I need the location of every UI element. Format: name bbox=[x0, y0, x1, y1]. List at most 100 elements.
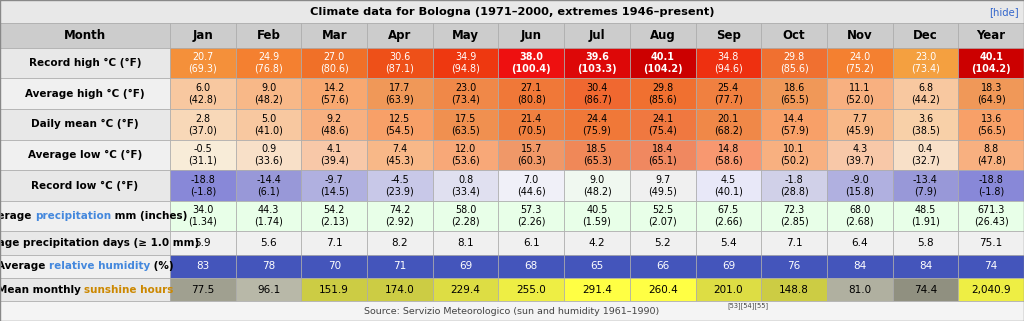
Text: sunshine hours: sunshine hours bbox=[84, 285, 173, 295]
Text: [hide]: [hide] bbox=[989, 7, 1019, 17]
Bar bbox=[564, 48, 630, 78]
Text: Aug: Aug bbox=[650, 29, 676, 42]
Text: Jan: Jan bbox=[193, 29, 213, 42]
Bar bbox=[499, 23, 564, 48]
Text: 29.8
(85.6): 29.8 (85.6) bbox=[779, 52, 809, 74]
Text: 84: 84 bbox=[853, 261, 866, 271]
Bar bbox=[301, 201, 367, 231]
Bar bbox=[695, 255, 761, 278]
Text: 24.0
(75.2): 24.0 (75.2) bbox=[846, 52, 874, 74]
Bar bbox=[170, 48, 236, 78]
Bar bbox=[695, 170, 761, 201]
Bar bbox=[367, 201, 433, 231]
Bar bbox=[958, 231, 1024, 255]
Text: 174.0: 174.0 bbox=[385, 285, 415, 295]
Text: 255.0: 255.0 bbox=[516, 285, 546, 295]
Text: Mar: Mar bbox=[322, 29, 347, 42]
Text: 5.6: 5.6 bbox=[260, 238, 276, 248]
Bar bbox=[893, 109, 958, 140]
Bar bbox=[827, 140, 893, 170]
Bar bbox=[499, 48, 564, 78]
Text: 5.4: 5.4 bbox=[720, 238, 736, 248]
Bar bbox=[367, 278, 433, 301]
Text: -9.0
(15.8): -9.0 (15.8) bbox=[846, 175, 874, 196]
Text: mm (inches): mm (inches) bbox=[111, 211, 187, 221]
Bar bbox=[236, 109, 301, 140]
Bar bbox=[761, 201, 827, 231]
Text: 74: 74 bbox=[984, 261, 997, 271]
Text: 40.5
(1.59): 40.5 (1.59) bbox=[583, 205, 611, 227]
Bar bbox=[827, 278, 893, 301]
Bar bbox=[301, 23, 367, 48]
Bar bbox=[367, 170, 433, 201]
Bar bbox=[170, 170, 236, 201]
Text: 83: 83 bbox=[197, 261, 210, 271]
Bar bbox=[433, 140, 499, 170]
Bar bbox=[893, 140, 958, 170]
Text: 0.8
(33.4): 0.8 (33.4) bbox=[452, 175, 480, 196]
Bar bbox=[0, 48, 170, 78]
Text: 34.0
(1.34): 34.0 (1.34) bbox=[188, 205, 217, 227]
Bar bbox=[367, 140, 433, 170]
Text: Sep: Sep bbox=[716, 29, 740, 42]
Bar bbox=[236, 48, 301, 78]
Bar bbox=[564, 109, 630, 140]
Bar bbox=[301, 255, 367, 278]
Bar bbox=[827, 255, 893, 278]
Bar bbox=[893, 278, 958, 301]
Bar bbox=[0, 201, 170, 231]
Bar bbox=[170, 278, 236, 301]
Text: 151.9: 151.9 bbox=[319, 285, 349, 295]
Text: 74.4: 74.4 bbox=[913, 285, 937, 295]
Bar bbox=[958, 255, 1024, 278]
Text: 38.0
(100.4): 38.0 (100.4) bbox=[512, 52, 551, 74]
Text: 78: 78 bbox=[262, 261, 275, 271]
Text: 8.8
(47.8): 8.8 (47.8) bbox=[977, 144, 1006, 166]
Text: 20.1
(68.2): 20.1 (68.2) bbox=[714, 114, 742, 135]
Bar bbox=[761, 48, 827, 78]
Bar bbox=[695, 140, 761, 170]
Bar bbox=[695, 109, 761, 140]
Bar bbox=[499, 109, 564, 140]
Bar bbox=[893, 48, 958, 78]
Text: 39.6
(103.3): 39.6 (103.3) bbox=[578, 52, 616, 74]
Text: 12.5
(54.5): 12.5 (54.5) bbox=[385, 114, 415, 135]
Bar bbox=[630, 48, 695, 78]
Text: 14.8
(58.6): 14.8 (58.6) bbox=[714, 144, 742, 166]
Bar bbox=[761, 278, 827, 301]
Text: Average low °C (°F): Average low °C (°F) bbox=[28, 150, 142, 160]
Text: 6.0
(42.8): 6.0 (42.8) bbox=[188, 83, 217, 105]
Bar bbox=[236, 78, 301, 109]
Bar bbox=[170, 140, 236, 170]
Text: 671.3
(26.43): 671.3 (26.43) bbox=[974, 205, 1009, 227]
Text: 27.1
(80.8): 27.1 (80.8) bbox=[517, 83, 546, 105]
Text: 5.9: 5.9 bbox=[195, 238, 211, 248]
Bar bbox=[236, 23, 301, 48]
Text: -0.5
(31.1): -0.5 (31.1) bbox=[188, 144, 217, 166]
Bar bbox=[827, 201, 893, 231]
Text: 24.1
(75.4): 24.1 (75.4) bbox=[648, 114, 677, 135]
Bar bbox=[170, 201, 236, 231]
Text: 70: 70 bbox=[328, 261, 341, 271]
Text: 229.4: 229.4 bbox=[451, 285, 480, 295]
Bar bbox=[301, 78, 367, 109]
Text: 9.7
(49.5): 9.7 (49.5) bbox=[648, 175, 677, 196]
Text: Average precipitation days (≥ 1.0 mm): Average precipitation days (≥ 1.0 mm) bbox=[0, 238, 199, 248]
Text: 9.0
(48.2): 9.0 (48.2) bbox=[254, 83, 283, 105]
Text: 77.5: 77.5 bbox=[191, 285, 214, 295]
Text: -1.8
(28.8): -1.8 (28.8) bbox=[779, 175, 809, 196]
Text: 23.0
(73.4): 23.0 (73.4) bbox=[452, 83, 480, 105]
Text: 84: 84 bbox=[919, 261, 932, 271]
Bar bbox=[893, 78, 958, 109]
Text: 6.8
(44.2): 6.8 (44.2) bbox=[911, 83, 940, 105]
Bar bbox=[433, 78, 499, 109]
Text: -18.8
(-1.8): -18.8 (-1.8) bbox=[978, 175, 1005, 196]
Text: 6.4: 6.4 bbox=[852, 238, 868, 248]
Bar bbox=[761, 140, 827, 170]
Bar bbox=[433, 201, 499, 231]
Text: 72.3
(2.85): 72.3 (2.85) bbox=[779, 205, 809, 227]
Text: 68.0
(2.68): 68.0 (2.68) bbox=[846, 205, 874, 227]
Bar bbox=[630, 140, 695, 170]
Bar bbox=[827, 48, 893, 78]
Text: 74.2
(2.92): 74.2 (2.92) bbox=[386, 205, 415, 227]
